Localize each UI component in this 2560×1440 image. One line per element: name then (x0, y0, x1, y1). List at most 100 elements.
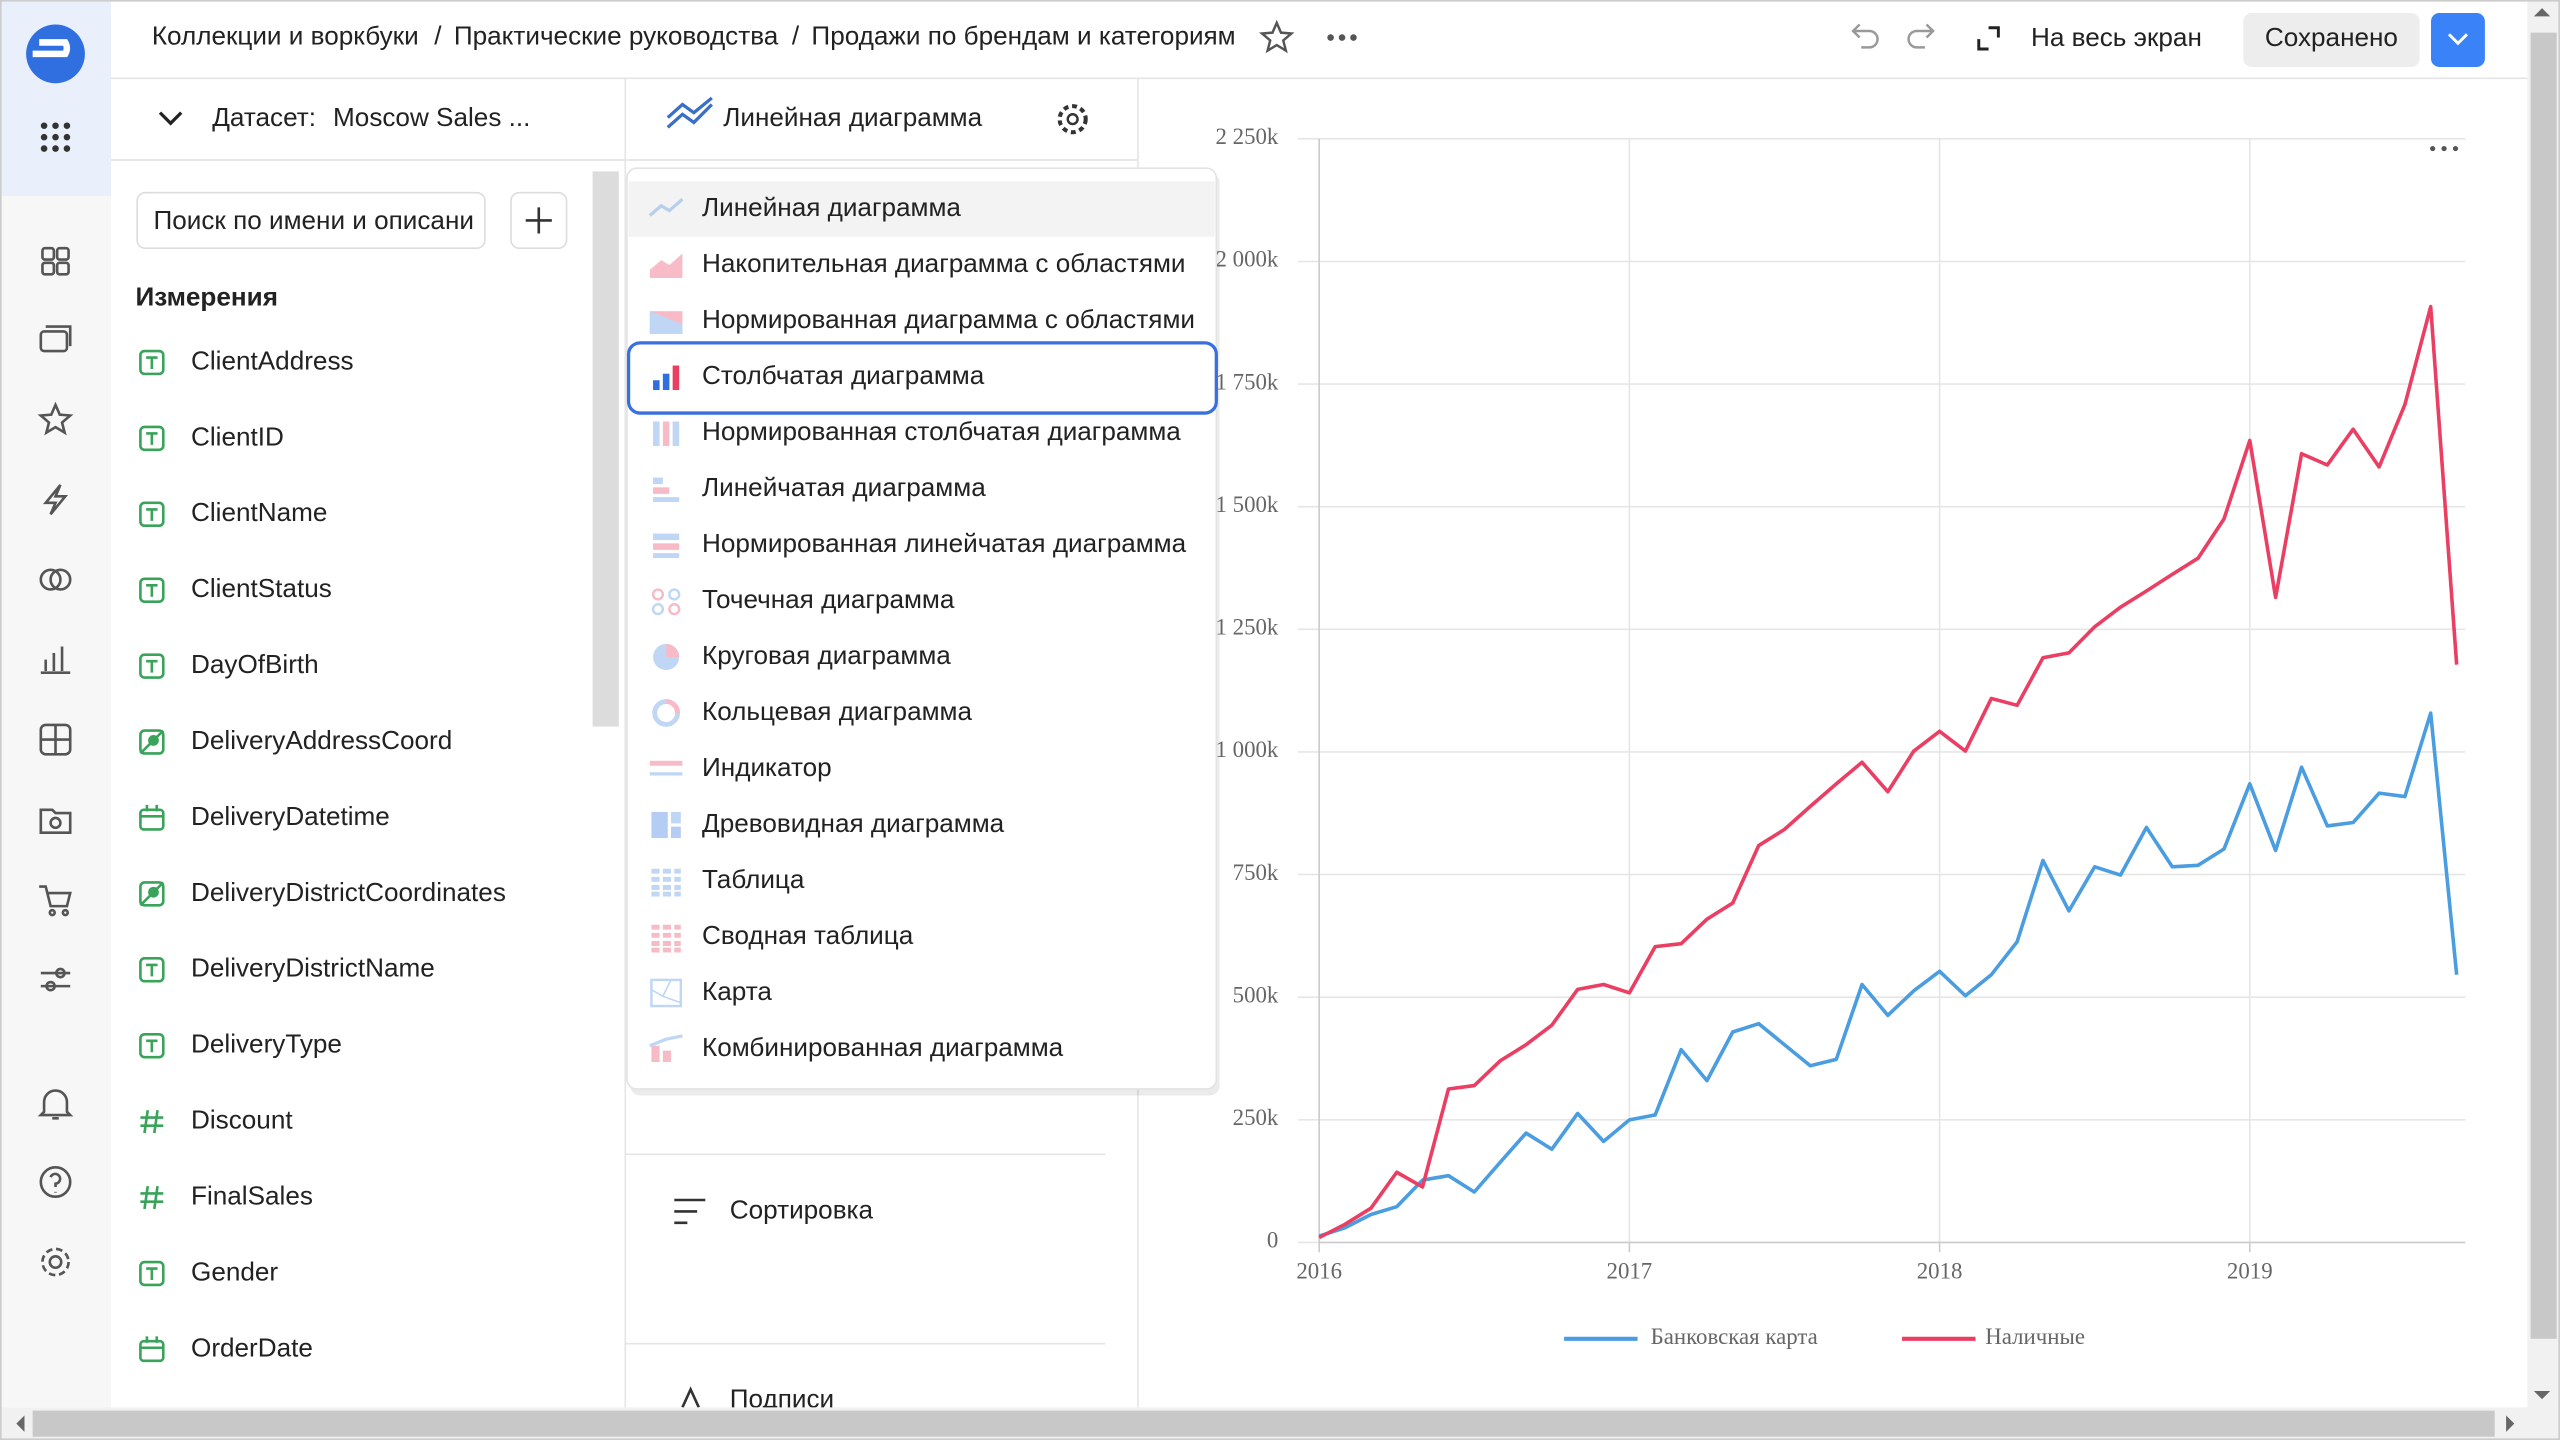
undo[interactable] (1851, 23, 1879, 49)
dropdown-hover (628, 181, 1215, 237)
field-name[interactable]: ClientID (191, 421, 284, 451)
sidebar-icon[interactable] (41, 1247, 70, 1277)
chart-type-option[interactable]: Линейчатая диаграмма (702, 472, 986, 502)
field-type-icon (139, 425, 165, 452)
chart-type-icon (653, 421, 680, 447)
sidebar-icon[interactable] (39, 568, 72, 591)
more-dot[interactable] (1338, 34, 1346, 41)
chart-type-option[interactable]: Нормированная линейчатая диаграмма (702, 528, 1187, 558)
save-button[interactable]: Сохранено (2265, 22, 2398, 52)
plus-icon (525, 207, 552, 234)
chart-type-icon (653, 477, 680, 503)
favorite-star[interactable] (1259, 19, 1295, 54)
sidebar-icon[interactable] (39, 1166, 72, 1199)
save-menu-button[interactable] (2431, 13, 2485, 67)
logo-mark (32, 39, 71, 58)
sorting-section[interactable]: Сортировка (730, 1194, 874, 1224)
chart-type-option[interactable]: Сводная таблица (702, 920, 914, 950)
visualization-type[interactable]: Линейная диаграмма (723, 102, 982, 132)
redo[interactable] (1907, 23, 1935, 49)
chart-type-option[interactable]: Таблица (702, 864, 805, 894)
horizontal-scrollbar-thumb[interactable] (32, 1410, 2495, 1437)
field-name[interactable]: Gender (191, 1256, 278, 1286)
field-name[interactable]: FinalSales (191, 1180, 313, 1210)
more-dot[interactable] (1327, 34, 1334, 41)
chart-type-option[interactable]: Комбинированная диаграмма (702, 1032, 1064, 1062)
chart-type-option[interactable]: Древовидная диаграмма (702, 808, 1005, 838)
x-tick-label: 2017 (1607, 1259, 1653, 1284)
panel-scrollbar[interactable] (592, 171, 619, 727)
viz-icon (666, 96, 713, 129)
breadcrumb[interactable]: Практические руководства (454, 20, 779, 50)
field-name[interactable]: DeliveryDistrictName (191, 953, 435, 983)
field-name[interactable]: DayOfBirth (191, 649, 319, 679)
field-type-icon (139, 881, 165, 907)
sidebar-icon[interactable] (41, 246, 70, 276)
y-tick-label: 1 750k (1216, 369, 1279, 394)
more-dot[interactable] (1350, 34, 1357, 41)
chart-menu-dot[interactable] (2430, 145, 2436, 152)
field-type-icon (139, 349, 165, 376)
vertical-scrollbar-thumb[interactable] (2530, 32, 2557, 1339)
chart-menu-dot[interactable] (2452, 145, 2459, 152)
field-name[interactable]: ClientAddress (191, 345, 354, 375)
x-tick-label: 2016 (1296, 1259, 1342, 1284)
chart-menu-dot[interactable] (2441, 145, 2447, 152)
dataset-chevron[interactable] (158, 111, 183, 126)
field-name[interactable]: ClientStatus (191, 573, 332, 603)
sidebar-icon[interactable] (39, 325, 72, 353)
apps-dot (63, 122, 71, 129)
field-name[interactable]: DeliveryAddressCoord (191, 725, 452, 755)
sidebar-icon[interactable] (37, 1089, 74, 1120)
dataset-label: Датасет: (212, 102, 316, 132)
chart-type-option[interactable]: Нормированная диаграмма с областями (702, 304, 1195, 334)
chart-type-option[interactable]: Кольцевая диаграмма (702, 696, 972, 726)
chart-type-icon (649, 311, 683, 335)
chart-type-option[interactable]: Линейная диаграмма (702, 192, 961, 222)
apps-dot (63, 133, 71, 141)
y-tick-label: 2 000k (1216, 247, 1279, 272)
y-tick-label: 750k (1233, 860, 1279, 885)
field-name[interactable]: DeliveryDatetime (191, 801, 390, 831)
apps-dot (40, 145, 48, 152)
chart-type-icon (651, 588, 681, 616)
search-box[interactable] (136, 191, 486, 249)
chart-type-option[interactable]: Круговая диаграмма (702, 640, 951, 670)
sidebar-icon[interactable] (40, 967, 71, 992)
field-type-icon (139, 804, 165, 831)
save-button-bg (2243, 13, 2420, 67)
field-name[interactable]: ClientName (191, 497, 327, 527)
chart-type-icon (651, 868, 681, 897)
sidebar-icon[interactable] (39, 808, 72, 834)
y-tick-label: 0 (1267, 1228, 1278, 1253)
field-type-icon (139, 501, 165, 528)
field-type-icon (139, 957, 165, 983)
sidebar-icon[interactable] (39, 723, 72, 756)
field-name[interactable]: DeliveryType (191, 1029, 342, 1059)
labels-icon (681, 1386, 700, 1408)
sidebar-icon[interactable] (42, 484, 69, 516)
chart-type-option[interactable]: Точечная диаграмма (702, 584, 955, 614)
field-name[interactable]: Discount (191, 1105, 293, 1135)
field-name[interactable]: OrderDate (191, 1332, 313, 1362)
chart-type-option[interactable]: Накопительная диаграмма с областями (702, 248, 1185, 278)
legend-label[interactable]: Банковская карта (1651, 1324, 1818, 1349)
breadcrumb[interactable]: Коллекции и воркбуки (152, 20, 419, 50)
fullscreen-button[interactable]: На весь экран (2031, 22, 2202, 52)
chart-type-option[interactable]: Нормированная столбчатая диаграмма (702, 416, 1181, 446)
chart-type-option[interactable]: Столбчатая диаграмма (702, 360, 985, 390)
dataset-name[interactable]: Moscow Sales ... (333, 102, 530, 132)
sidebar-icon[interactable] (40, 646, 71, 674)
legend-label[interactable]: Наличные (1985, 1324, 2085, 1349)
y-tick-label: 1 250k (1216, 615, 1279, 640)
field-name[interactable]: DeliveryDistrictCoordinates (191, 877, 506, 907)
chart-type-icon (649, 1034, 683, 1063)
sidebar-icon[interactable] (39, 885, 72, 917)
chart-type-option[interactable]: Карта (702, 976, 772, 1006)
sidebar-icon[interactable] (37, 401, 74, 436)
settings-gear[interactable] (1057, 104, 1088, 135)
chart-type-icon (650, 978, 683, 1008)
chart-type-option[interactable]: Индикатор (702, 752, 832, 782)
x-tick-label: 2019 (2227, 1259, 2273, 1284)
